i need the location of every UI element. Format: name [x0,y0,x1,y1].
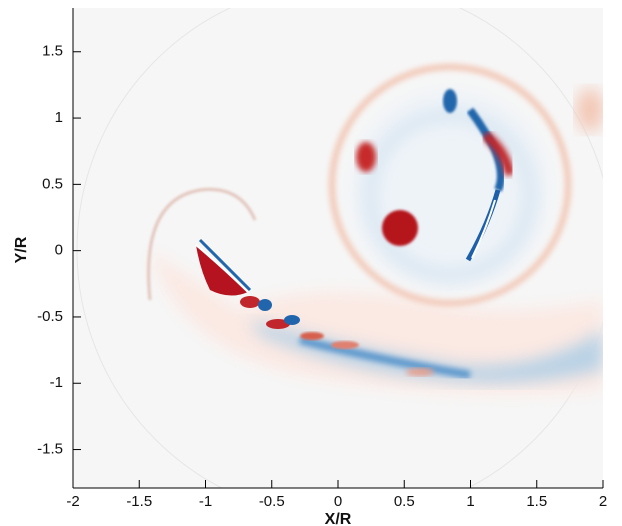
x-tick-label: 1.5 [526,493,547,510]
y-tick-label: -0.5 [37,308,63,325]
x-tick-label: 1 [466,493,474,510]
vorticity-field [73,8,603,488]
y-tick-label: 1.5 [42,43,63,60]
x-tick-label: 0.5 [394,493,415,510]
y-tick-label: 1 [55,109,63,126]
x-axis-title: X/R [325,511,352,526]
y-tick-label: 0.5 [42,175,63,192]
x-tick-label: 2 [599,493,607,510]
y-tick-label: 0 [55,242,63,259]
x-tick-label: -1 [199,493,212,510]
x-tick-label: -2 [66,493,79,510]
x-tick-label: -1.5 [126,493,152,510]
y-tick-label: -1 [50,374,63,391]
y-tick-label: -1.5 [37,441,63,458]
x-tick-label: 0 [334,493,342,510]
y-axis-title: Y/R [13,236,30,263]
x-tick-label: -0.5 [259,493,285,510]
